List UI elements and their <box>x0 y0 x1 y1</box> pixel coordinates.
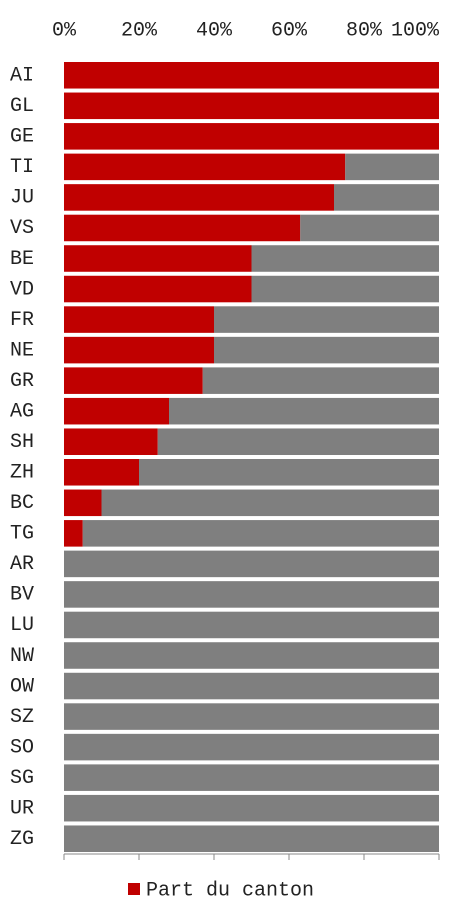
bar-segment <box>64 520 83 547</box>
y-tick-label: NE <box>10 339 34 362</box>
legend-label: Part du canton <box>146 879 314 899</box>
bar-segment <box>64 581 439 608</box>
x-tick-label: 0% <box>52 19 77 42</box>
legend-swatch <box>128 883 140 895</box>
y-tick-label: BV <box>10 584 34 607</box>
y-tick-label: GE <box>10 126 34 149</box>
y-tick-label: TG <box>10 523 34 546</box>
bar-segment <box>64 336 214 364</box>
bar-segment <box>64 123 439 150</box>
bar-segment <box>157 428 439 455</box>
bar-segment <box>64 703 439 730</box>
y-tick-label: AG <box>10 400 34 423</box>
y-tick-label: AI <box>10 65 34 88</box>
bar-segment <box>64 153 346 181</box>
bar-segment <box>64 794 439 822</box>
x-tick-label: 100% <box>391 19 440 42</box>
bar-segment <box>300 214 439 242</box>
y-tick-label: LU <box>10 614 34 637</box>
y-tick-label: SO <box>10 736 34 759</box>
bar-segment <box>214 306 439 333</box>
y-tick-label: OW <box>10 675 34 698</box>
y-tick-label: VS <box>10 217 34 240</box>
bar-segment <box>251 275 439 303</box>
bar-segment <box>64 764 439 791</box>
bar-segment <box>101 489 439 517</box>
bar-segment <box>169 397 439 425</box>
y-tick-label: VD <box>10 278 34 301</box>
y-tick-label: SZ <box>10 706 34 729</box>
bar-segment <box>64 184 334 211</box>
y-tick-label: SG <box>10 767 34 790</box>
bar-segment <box>64 611 439 639</box>
x-tick-label: 80% <box>346 19 383 42</box>
y-tick-label: SH <box>10 431 34 454</box>
bar-segment <box>345 153 439 181</box>
bar-segment <box>64 459 139 486</box>
x-tick-label: 40% <box>196 19 233 42</box>
bar-segment <box>64 306 214 333</box>
bar-segment <box>202 367 439 394</box>
bar-segment <box>64 672 439 700</box>
bar-segment <box>82 520 439 547</box>
bar-segment <box>139 459 439 486</box>
y-tick-label: ZH <box>10 462 34 485</box>
y-tick-label: TI <box>10 156 34 179</box>
bar-segment <box>64 214 301 242</box>
bar-segment <box>334 184 439 211</box>
y-tick-label: JU <box>10 187 34 210</box>
bar-segment <box>64 275 252 303</box>
bar-segment <box>64 397 169 425</box>
x-tick-label: 20% <box>121 19 158 42</box>
y-tick-label: NW <box>10 645 34 668</box>
bar-segment <box>64 642 439 669</box>
bar-segment <box>64 825 439 852</box>
bar-segment <box>64 550 439 578</box>
y-tick-label: BE <box>10 248 34 271</box>
bar-segment <box>64 62 439 89</box>
bar-segment <box>64 428 158 455</box>
bar-segment <box>64 733 439 761</box>
bar-segment <box>214 336 439 364</box>
y-tick-label: BC <box>10 492 34 515</box>
y-tick-label: UR <box>10 797 34 820</box>
y-tick-label: FR <box>10 309 34 332</box>
y-tick-label: GL <box>10 95 34 118</box>
bar-segment <box>64 245 252 272</box>
bar-segment <box>251 245 439 272</box>
bar-segment <box>64 367 203 394</box>
x-tick-label: 60% <box>271 19 308 42</box>
y-tick-label: ZG <box>10 828 34 851</box>
y-tick-label: AR <box>10 553 34 576</box>
y-tick-label: GR <box>10 370 34 393</box>
bar-segment <box>64 92 439 120</box>
bar-segment <box>64 489 102 517</box>
